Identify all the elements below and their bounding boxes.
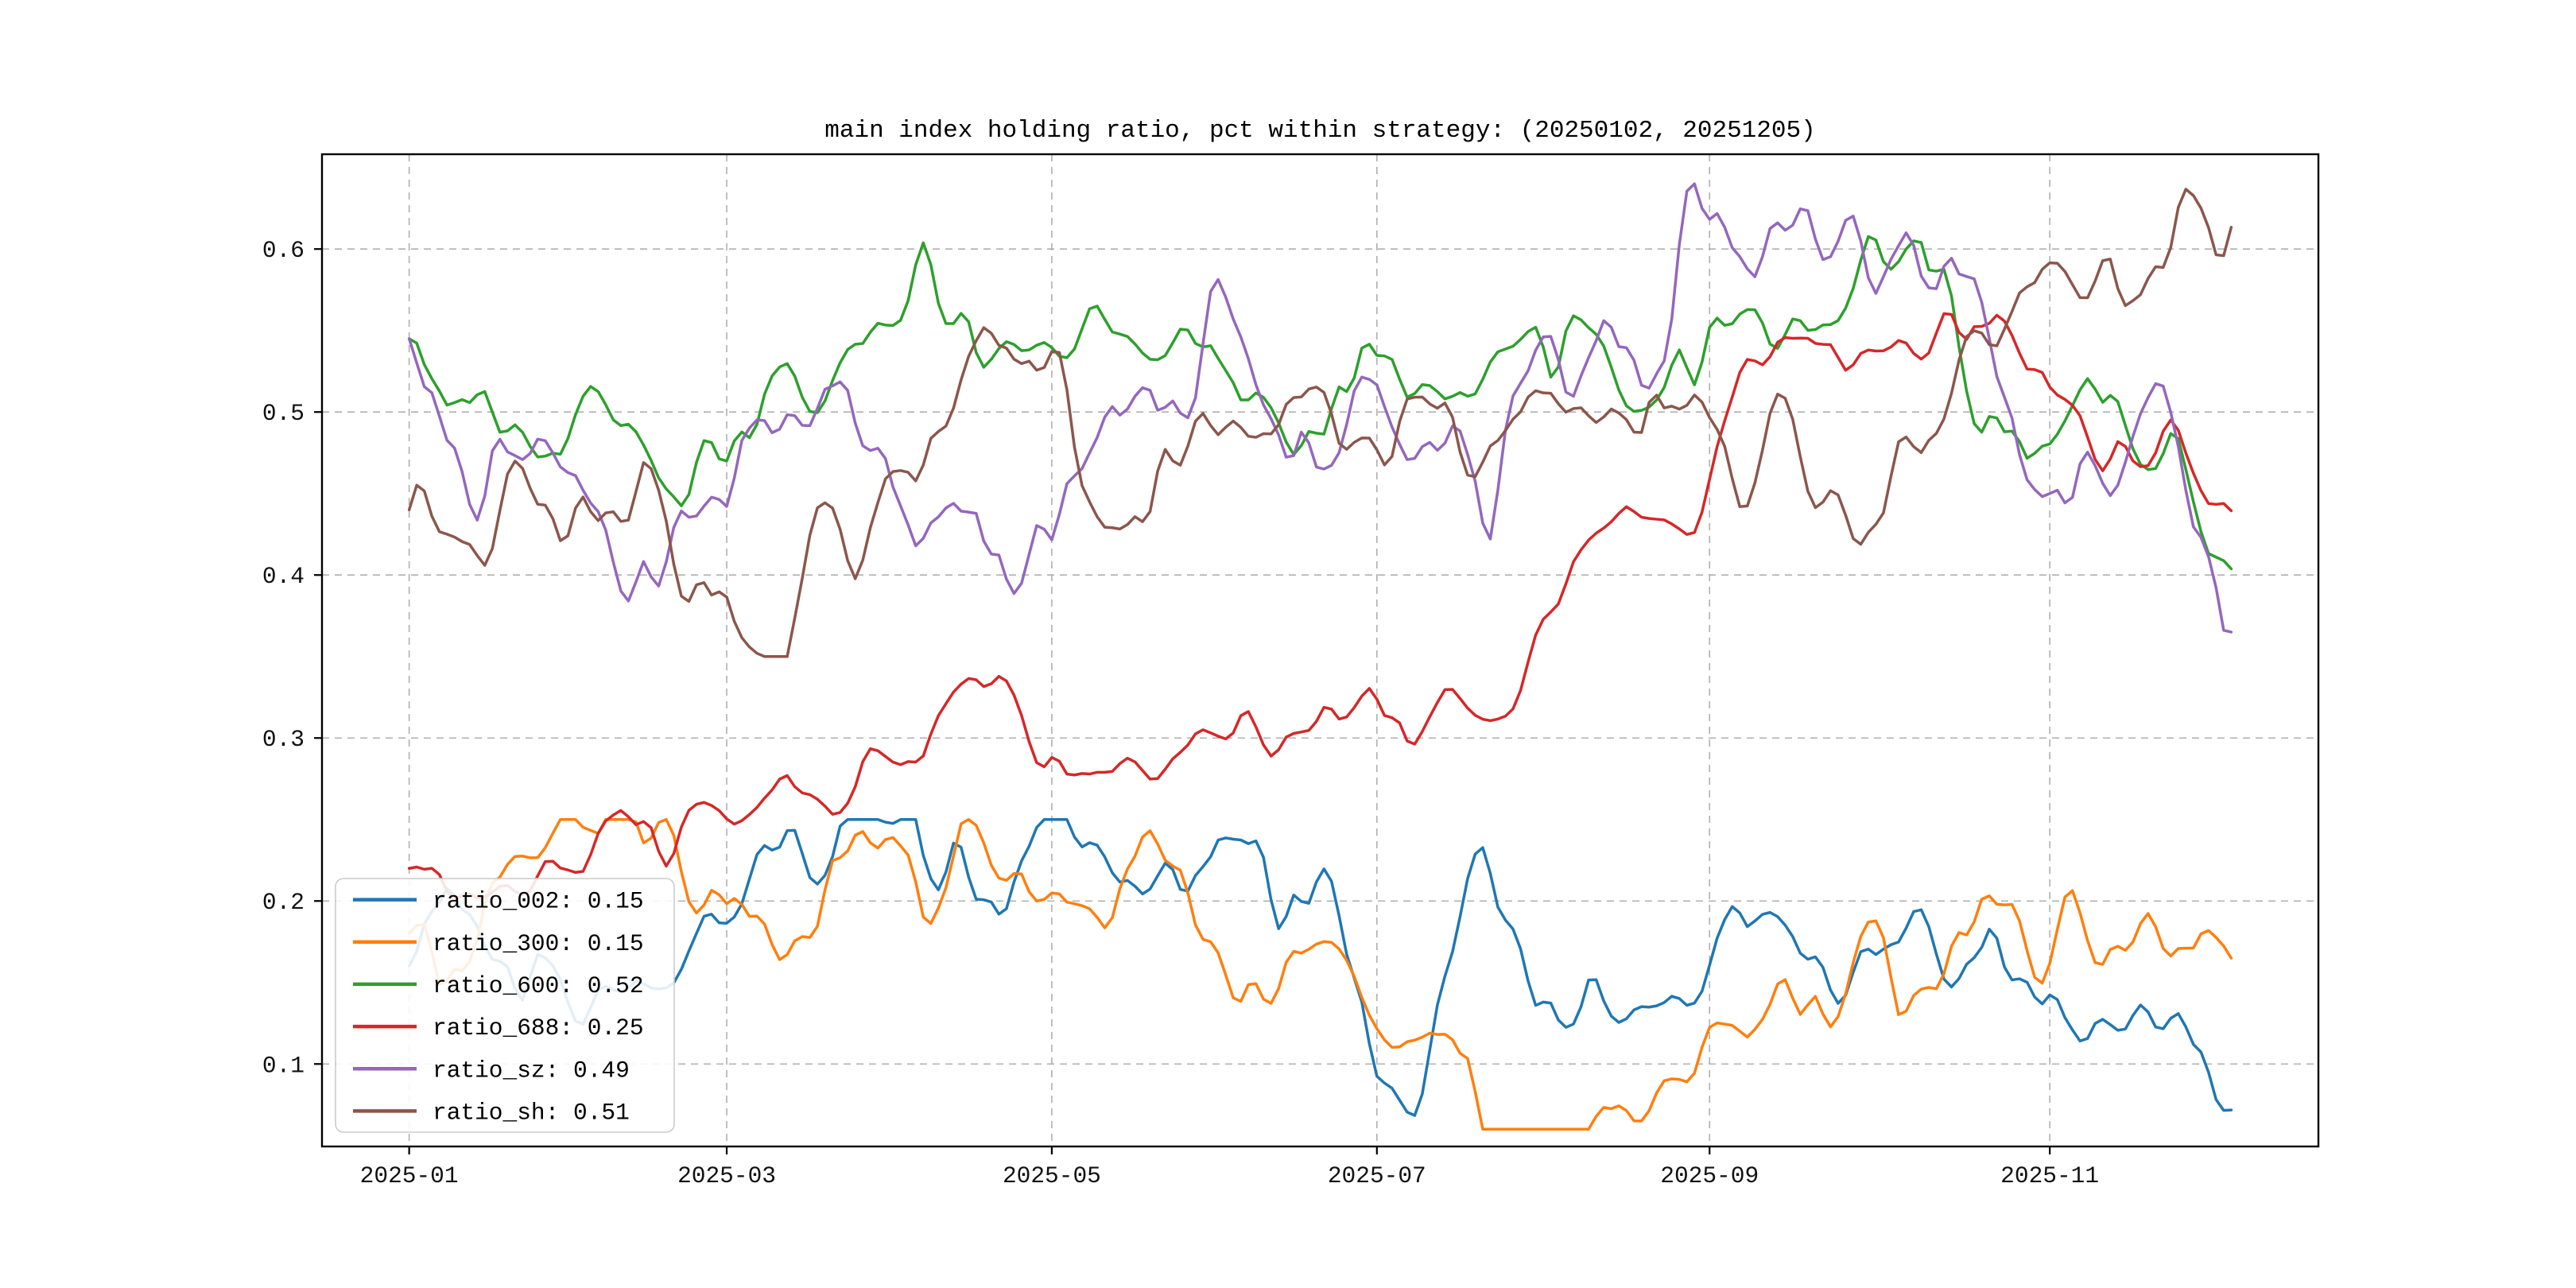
- svg-text:ratio_300: 0.15: ratio_300: 0.15: [433, 930, 644, 957]
- svg-text:ratio_002: 0.15: ratio_002: 0.15: [433, 888, 644, 915]
- svg-text:0.5: 0.5: [262, 400, 305, 427]
- svg-text:0.1: 0.1: [262, 1052, 305, 1079]
- svg-text:0.6: 0.6: [262, 237, 305, 264]
- svg-text:ratio_600: 0.52: ratio_600: 0.52: [433, 972, 644, 999]
- svg-text:main index holding ratio, pct: main index holding ratio, pct within str…: [824, 117, 1815, 145]
- svg-text:2025-07: 2025-07: [1328, 1162, 1426, 1189]
- svg-text:0.2: 0.2: [262, 889, 305, 916]
- svg-text:2025-03: 2025-03: [677, 1162, 776, 1189]
- svg-text:2025-09: 2025-09: [1660, 1162, 1759, 1189]
- svg-text:ratio_688: 0.25: ratio_688: 0.25: [433, 1014, 644, 1042]
- svg-text:2025-05: 2025-05: [1003, 1162, 1101, 1189]
- svg-text:2025-01: 2025-01: [360, 1162, 459, 1189]
- svg-text:ratio_sh: 0.51: ratio_sh: 0.51: [433, 1099, 630, 1126]
- svg-text:0.3: 0.3: [262, 726, 305, 753]
- svg-text:ratio_sz: 0.49: ratio_sz: 0.49: [433, 1057, 630, 1084]
- svg-text:2025-11: 2025-11: [2000, 1162, 2099, 1189]
- svg-text:0.4: 0.4: [262, 563, 305, 590]
